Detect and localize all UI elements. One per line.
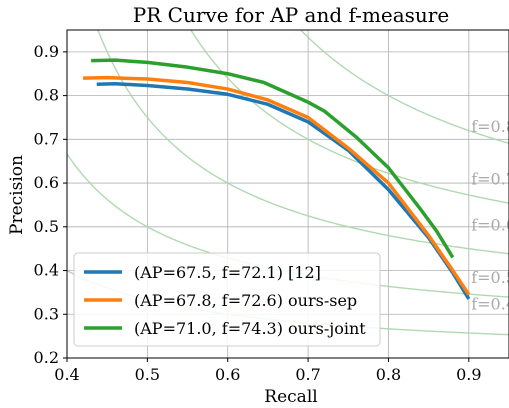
iso-f-label: f=0.7 (471, 170, 509, 189)
x-tick-label: 0.7 (295, 365, 320, 384)
iso-f-curve (299, 30, 509, 144)
y-tick-label: 0.9 (34, 42, 59, 61)
legend: (AP=67.5, f=72.1) [12] (AP=67.8, f=72.6) … (73, 252, 381, 347)
legend-entry: (AP=67.5, f=72.1) [12] (134, 263, 321, 282)
chart-title: PR Curve for AP and f-measure (133, 3, 449, 27)
iso-f-label: f=0.4 (471, 294, 509, 313)
y-tick-label: 0.4 (34, 261, 59, 280)
x-axis-label: Recall (264, 387, 317, 407)
plot-area: f=0.4 f=0.5 f=0.6 f=0.7 f=0.8 0.4 0.5 0.6 0.7 0.8… (34, 29, 509, 384)
series-line (91, 58, 455, 259)
y-tick-label: 0.6 (34, 173, 59, 192)
x-tick-label: 0.9 (456, 365, 481, 384)
y-axis-label: Precision (7, 155, 27, 235)
y-tick-label: 0.2 (34, 348, 59, 367)
y-tick-label: 0.5 (34, 217, 59, 236)
x-tick-label: 0.8 (376, 365, 401, 384)
legend-entry: (AP=71.0, f=74.3) ours-joint (134, 319, 366, 338)
x-tick-label: 0.4 (54, 365, 79, 384)
iso-f-curve (190, 30, 509, 204)
y-tick-label: 0.7 (34, 129, 59, 148)
x-tick-label: 0.6 (215, 365, 240, 384)
iso-f-label: f=0.8 (471, 117, 509, 136)
iso-f-label: f=0.6 (471, 216, 509, 235)
axes-frame (66, 29, 509, 359)
legend-box (73, 252, 381, 347)
iso-f-label: f=0.5 (471, 268, 509, 287)
legend-entry: (AP=67.8, f=72.6) ours-sep (134, 291, 357, 310)
x-tick-label: 0.5 (135, 365, 160, 384)
y-tick-label: 0.3 (34, 304, 59, 323)
y-tick-label: 0.8 (34, 86, 59, 105)
series-line (83, 75, 471, 296)
